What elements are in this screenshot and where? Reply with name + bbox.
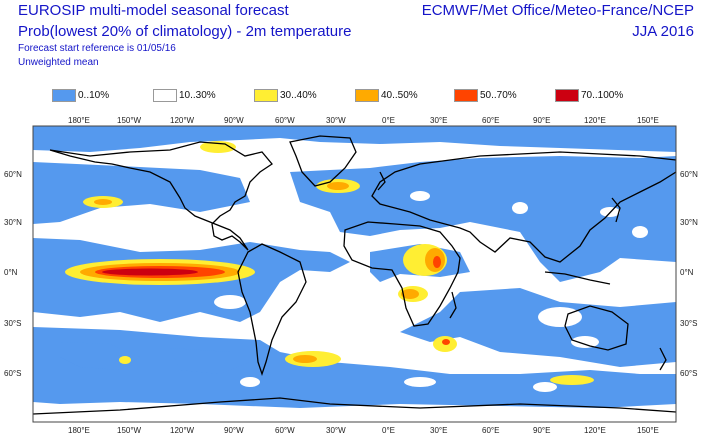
longitude-labels: 180°E 150°W 120°W 90°W 60°W 30°W 0°E 30°… xyxy=(68,116,659,435)
legend-swatch xyxy=(254,88,278,102)
title-line-2: Prob(lowest 20% of climatology) - 2m tem… xyxy=(18,23,352,40)
legend-swatch xyxy=(355,88,379,102)
legend-item: 10..30% xyxy=(153,88,216,102)
legend-item: 30..40% xyxy=(254,88,317,102)
japan-coast xyxy=(611,197,621,223)
lon-label-bottom: 60°W xyxy=(275,426,295,435)
legend-swatch xyxy=(52,88,76,102)
legend-label: 10..30% xyxy=(179,89,216,101)
legend-label: 50..70% xyxy=(480,89,517,101)
coastlines xyxy=(33,135,676,415)
legend-item: 40..50% xyxy=(355,88,418,102)
australia-coast xyxy=(564,305,629,351)
lon-label-bottom: 30°E xyxy=(430,426,447,435)
map-frame xyxy=(32,125,677,423)
lon-label-bottom: 90°W xyxy=(224,426,244,435)
latitude-labels: 60°N 30°N 0°N 30°S 60°S 60°N 30°N 0°N 30… xyxy=(4,170,698,378)
season-label: JJA 2016 xyxy=(632,23,694,40)
lat-label-right: 30°N xyxy=(680,218,698,227)
forecast-start-reference: Forecast start reference is 01/05/16 xyxy=(18,43,176,54)
legend-item: 0..10% xyxy=(52,88,109,102)
lon-label-top: 90°E xyxy=(533,116,550,125)
legend-label: 0..10% xyxy=(78,89,110,101)
lon-label-top: 150°W xyxy=(117,116,142,125)
lat-label-left: 0°N xyxy=(4,268,18,277)
new-zealand-coast xyxy=(659,347,667,371)
lon-label-bottom: 180°E xyxy=(68,426,90,435)
forecast-map: 180°E 150°W 120°W 90°W 60°W 30°W 0°E 30°… xyxy=(4,116,698,435)
lon-label-top: 180°E xyxy=(68,116,90,125)
lat-label-right: 0°N xyxy=(680,268,694,277)
greenland-coast xyxy=(289,135,357,187)
lat-label-left: 60°N xyxy=(4,170,22,179)
lon-label-bottom: 60°E xyxy=(482,426,499,435)
lat-label-left: 30°S xyxy=(4,319,21,328)
lon-label-bottom: 120°W xyxy=(170,426,195,435)
legend-swatch xyxy=(153,88,177,102)
lon-label-top: 120°E xyxy=(584,116,606,125)
lat-label-right: 30°S xyxy=(680,319,697,328)
north-america-coast xyxy=(49,141,273,251)
probability-field xyxy=(33,126,676,422)
legend-label: 70..100% xyxy=(581,89,624,101)
title-line-1: EUROSIP multi-model seasonal forecast xyxy=(18,2,289,19)
lon-label-top: 60°E xyxy=(482,116,499,125)
lon-label-bottom: 30°W xyxy=(326,426,346,435)
lat-label-right: 60°S xyxy=(680,369,697,378)
south-america-coast xyxy=(237,243,307,377)
uk-coast xyxy=(377,171,386,191)
lat-label-right: 60°N xyxy=(680,170,698,179)
lon-label-top: 0°E xyxy=(382,116,395,125)
lat-label-left: 30°N xyxy=(4,218,22,227)
legend-swatch xyxy=(454,88,478,102)
lon-label-top: 120°W xyxy=(170,116,195,125)
indonesia-coast xyxy=(544,271,611,285)
lat-label-left: 60°S xyxy=(4,369,21,378)
lon-label-top: 60°W xyxy=(275,116,295,125)
lon-label-bottom: 120°E xyxy=(584,426,606,435)
eurasia-coast xyxy=(371,151,676,263)
weighting-note: Unweighted mean xyxy=(18,57,99,68)
lon-label-top: 150°E xyxy=(637,116,659,125)
lon-label-top: 30°W xyxy=(326,116,346,125)
lon-label-bottom: 90°E xyxy=(533,426,550,435)
legend-label: 30..40% xyxy=(280,89,317,101)
legend-item: 70..100% xyxy=(555,88,623,102)
legend-label: 40..50% xyxy=(381,89,418,101)
legend-swatch xyxy=(555,88,579,102)
antarctica-coast xyxy=(33,397,676,415)
lon-label-bottom: 0°E xyxy=(382,426,395,435)
lon-label-top: 90°W xyxy=(224,116,244,125)
lon-label-top: 30°E xyxy=(430,116,447,125)
africa-coast xyxy=(343,221,461,327)
madagascar-coast xyxy=(449,291,457,319)
legend-item: 50..70% xyxy=(454,88,517,102)
lon-label-bottom: 150°W xyxy=(117,426,142,435)
centres-label: ECMWF/Met Office/Meteo-France/NCEP xyxy=(421,2,694,19)
lon-label-bottom: 150°E xyxy=(637,426,659,435)
